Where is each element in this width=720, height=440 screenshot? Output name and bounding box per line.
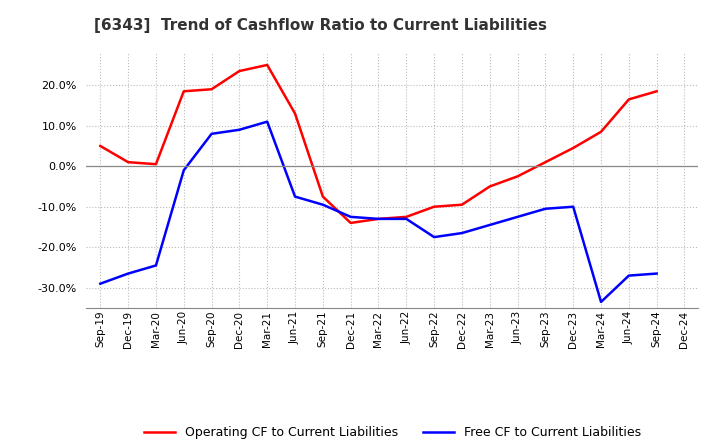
Operating CF to Current Liabilities: [207, 87, 216, 92]
Operating CF to Current Liabilities: [569, 145, 577, 150]
Operating CF to Current Liabilities: [374, 216, 383, 221]
Free CF to Current Liabilities: [124, 271, 132, 276]
Operating CF to Current Liabilities: [597, 129, 606, 135]
Operating CF to Current Liabilities: [318, 194, 327, 199]
Free CF to Current Liabilities: [541, 206, 550, 211]
Operating CF to Current Liabilities: [624, 97, 633, 102]
Line: Operating CF to Current Liabilities: Operating CF to Current Liabilities: [100, 65, 657, 223]
Free CF to Current Liabilities: [152, 263, 161, 268]
Operating CF to Current Liabilities: [235, 68, 243, 73]
Free CF to Current Liabilities: [291, 194, 300, 199]
Operating CF to Current Liabilities: [485, 184, 494, 189]
Free CF to Current Liabilities: [652, 271, 661, 276]
Operating CF to Current Liabilities: [179, 88, 188, 94]
Operating CF to Current Liabilities: [152, 161, 161, 167]
Line: Free CF to Current Liabilities: Free CF to Current Liabilities: [100, 122, 657, 302]
Operating CF to Current Liabilities: [291, 111, 300, 116]
Free CF to Current Liabilities: [402, 216, 410, 221]
Operating CF to Current Liabilities: [430, 204, 438, 209]
Free CF to Current Liabilities: [346, 214, 355, 220]
Free CF to Current Liabilities: [235, 127, 243, 132]
Free CF to Current Liabilities: [624, 273, 633, 278]
Free CF to Current Liabilities: [513, 214, 522, 220]
Operating CF to Current Liabilities: [124, 160, 132, 165]
Operating CF to Current Liabilities: [541, 160, 550, 165]
Operating CF to Current Liabilities: [458, 202, 467, 207]
Operating CF to Current Liabilities: [513, 174, 522, 179]
Operating CF to Current Liabilities: [346, 220, 355, 226]
Free CF to Current Liabilities: [430, 235, 438, 240]
Operating CF to Current Liabilities: [402, 214, 410, 220]
Free CF to Current Liabilities: [318, 202, 327, 207]
Free CF to Current Liabilities: [96, 281, 104, 286]
Free CF to Current Liabilities: [597, 299, 606, 304]
Operating CF to Current Liabilities: [652, 88, 661, 94]
Legend: Operating CF to Current Liabilities, Free CF to Current Liabilities: Operating CF to Current Liabilities, Fre…: [138, 422, 647, 440]
Operating CF to Current Liabilities: [263, 62, 271, 68]
Text: [6343]  Trend of Cashflow Ratio to Current Liabilities: [6343] Trend of Cashflow Ratio to Curren…: [94, 18, 546, 33]
Free CF to Current Liabilities: [485, 222, 494, 227]
Free CF to Current Liabilities: [569, 204, 577, 209]
Free CF to Current Liabilities: [179, 168, 188, 173]
Free CF to Current Liabilities: [263, 119, 271, 125]
Free CF to Current Liabilities: [374, 216, 383, 221]
Free CF to Current Liabilities: [458, 231, 467, 236]
Free CF to Current Liabilities: [207, 131, 216, 136]
Operating CF to Current Liabilities: [96, 143, 104, 149]
